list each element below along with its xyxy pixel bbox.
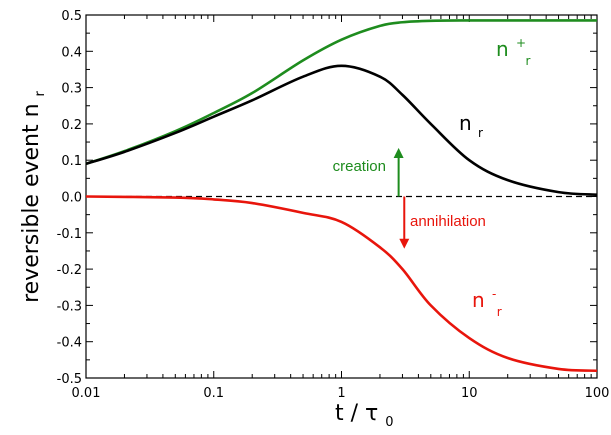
x-tick-label: 0.01 bbox=[72, 386, 101, 401]
label-n-plus: n + r bbox=[496, 28, 532, 68]
y-tick-label: 0.2 bbox=[61, 118, 82, 133]
series-group bbox=[85, 19, 598, 373]
label-n-plus-sub: r bbox=[525, 54, 530, 68]
x-tick-label: 0.1 bbox=[203, 386, 224, 401]
y-tick-label: -0.4 bbox=[57, 336, 82, 351]
y-axis-title-sub: r bbox=[33, 90, 48, 96]
label-n-plus-main: n bbox=[496, 37, 509, 61]
label-n: n r bbox=[459, 111, 483, 140]
label-n-minus-main: n bbox=[472, 288, 485, 312]
series-line-n bbox=[85, 64, 598, 196]
y-tick-label: -0.2 bbox=[57, 263, 82, 278]
y-tick-label: 0.5 bbox=[61, 9, 82, 24]
label-n-minus: n - r bbox=[472, 279, 503, 319]
y-tick-label: 0.1 bbox=[61, 154, 82, 169]
x-tick-label: 100 bbox=[585, 386, 610, 401]
label-n-minus-sup: - bbox=[492, 287, 496, 301]
label-n-minus-sub: r bbox=[497, 305, 502, 319]
y-tick-label: -0.1 bbox=[57, 227, 82, 242]
label-n-sub: r bbox=[478, 126, 483, 140]
label-n-plus-sup: + bbox=[516, 36, 526, 50]
series-line-n_plus bbox=[85, 19, 597, 166]
y-tick-label: 0.3 bbox=[61, 82, 82, 97]
creation-label: creation bbox=[333, 158, 386, 175]
series-line-n_minus bbox=[85, 195, 598, 373]
x-axis-title: t / τ 0 bbox=[335, 401, 394, 430]
annihilation-label: annihilation bbox=[410, 213, 486, 230]
x-tick-label: 1 bbox=[337, 386, 345, 401]
y-tick-label: 0.0 bbox=[61, 191, 82, 206]
y-axis-title-main: reversible event n bbox=[19, 103, 44, 302]
x-axis-title-main: t / τ bbox=[335, 401, 378, 426]
axis-tick-labels: 0.01 0.1 1 10 100 0.5 0.4 0.3 0.2 0.1 0.0 -0.1 -0.2 -… bbox=[57, 9, 610, 401]
y-tick-label: -0.5 bbox=[57, 372, 82, 387]
x-axis-title-sub: 0 bbox=[385, 415, 393, 430]
x-tick-label: 10 bbox=[461, 386, 478, 401]
y-tick-label: 0.4 bbox=[61, 45, 82, 60]
y-tick-label: -0.3 bbox=[57, 299, 82, 314]
label-n-main: n bbox=[459, 111, 472, 135]
y-axis-title: reversible event n r bbox=[19, 90, 48, 302]
